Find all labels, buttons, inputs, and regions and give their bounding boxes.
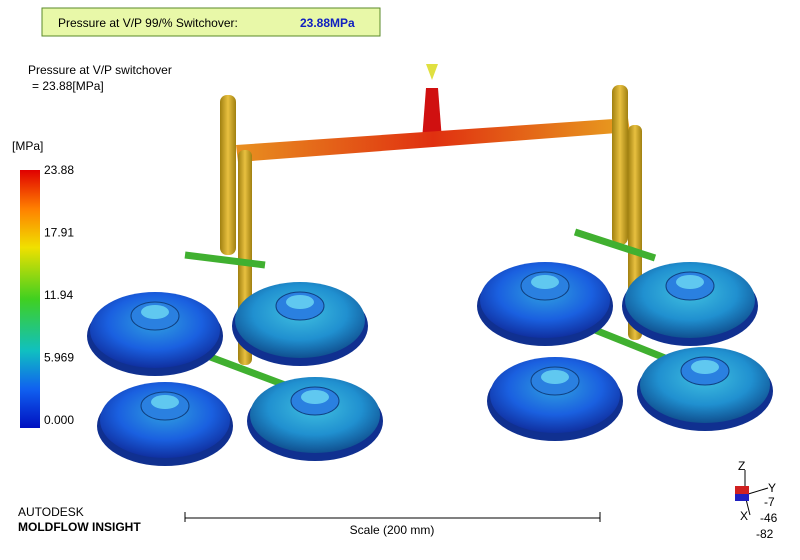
axis-label: X xyxy=(740,509,748,523)
cavity-hole xyxy=(301,390,329,404)
drop xyxy=(220,95,236,255)
legend-unit: [MPa] xyxy=(12,139,43,153)
legend-tick: 23.88 xyxy=(44,163,74,177)
scale-label: Scale (200 mm) xyxy=(350,523,435,537)
axis-box xyxy=(735,486,749,494)
cavity-hole xyxy=(286,295,314,309)
color-bar xyxy=(20,170,40,428)
banner-label: Pressure at V/P 99/% Switchover: xyxy=(58,16,238,30)
axis-label: Y xyxy=(768,481,776,495)
axis-label: Z xyxy=(738,459,745,473)
axis-angle: -82 xyxy=(756,527,774,541)
legend-tick: 11.94 xyxy=(44,288,73,302)
branch-runner xyxy=(203,351,287,389)
cavity-hole xyxy=(531,275,559,289)
result-value: = 23.88[MPa] xyxy=(32,79,104,93)
brand-company: AUTODESK xyxy=(18,505,84,519)
drop xyxy=(612,85,628,245)
nozzle xyxy=(426,64,438,80)
branch-runner xyxy=(184,251,266,269)
legend-ticks: 23.88 17.91 11.94 5.969 0.000 xyxy=(44,163,74,427)
cavity-hole xyxy=(141,305,169,319)
axis-angle: -46 xyxy=(760,511,778,525)
cavity-hole xyxy=(676,275,704,289)
cavity-hole xyxy=(151,395,179,409)
brand-product: MOLDFLOW INSIGHT xyxy=(18,520,141,534)
legend-tick: 0.000 xyxy=(44,413,74,427)
model xyxy=(87,64,773,466)
legend-tick: 5.969 xyxy=(44,351,74,365)
branch-runner xyxy=(593,326,672,364)
axis-box xyxy=(735,494,749,501)
banner-value: 23.88MPa xyxy=(300,16,355,30)
main-runner xyxy=(236,118,630,162)
cavity-hole xyxy=(541,370,569,384)
branch-runner xyxy=(573,228,657,262)
banner xyxy=(41,7,381,37)
cavity-hole xyxy=(691,360,719,374)
sprue xyxy=(422,88,442,140)
axis-triad: Z Y X -7 -46 -82 xyxy=(735,459,778,541)
result-title: Pressure at V/P switchover xyxy=(28,63,172,77)
axis-angle: -7 xyxy=(764,495,775,509)
legend-tick: 17.91 xyxy=(44,226,74,240)
